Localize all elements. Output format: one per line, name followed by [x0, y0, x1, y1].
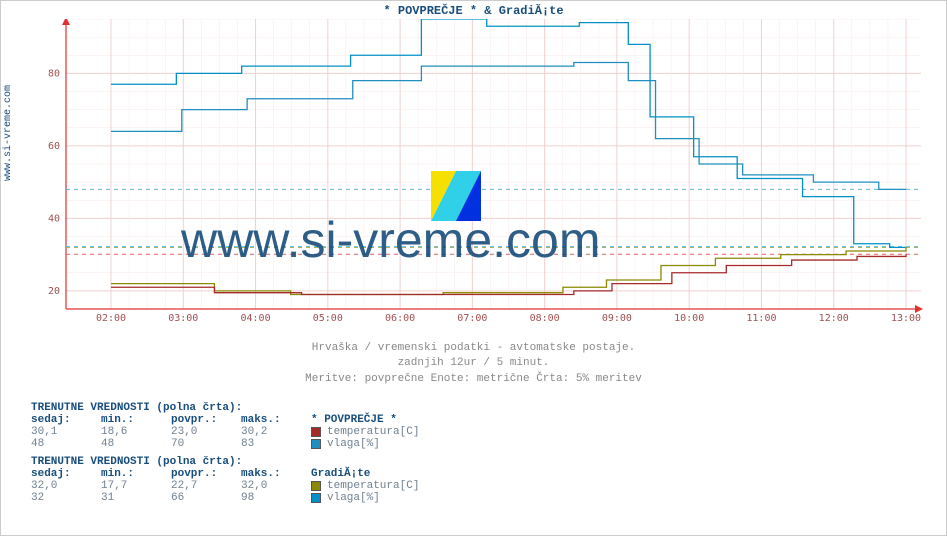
cell: 70	[171, 438, 241, 450]
chart-container: * POVPREČJE * & GradiĂ¡te www.si-vreme.c…	[0, 0, 947, 536]
cell: 66	[171, 492, 241, 504]
table-title: TRENUTNE VREDNOSTI (polna črta):	[31, 456, 631, 468]
col-header: min.:	[101, 414, 171, 426]
cell: 48	[101, 438, 171, 450]
col-header: sedaj:	[31, 468, 101, 480]
swatch-icon	[311, 427, 321, 437]
col-header: povpr.:	[171, 468, 241, 480]
series-label: vlaga[%]	[327, 438, 380, 450]
swatch-icon	[311, 481, 321, 491]
svg-text:12:00: 12:00	[819, 313, 849, 324]
subcap-l1: Hrvaška / vremenski podatki - avtomatske…	[1, 341, 946, 356]
watermark-text: www.si-vreme.com	[181, 211, 600, 269]
table-header-row: sedaj:min.:povpr.:maks.:GradiĂ¡te	[31, 468, 631, 480]
svg-text:20: 20	[48, 286, 60, 297]
table-header-row: sedaj:min.:povpr.:maks.:* POVPREČJE *	[31, 414, 631, 426]
svg-text:02:00: 02:00	[96, 313, 126, 324]
svg-text:03:00: 03:00	[168, 313, 198, 324]
cell: 17,7	[101, 480, 171, 492]
subcap-l2: zadnjih 12ur / 5 minut.	[1, 356, 946, 371]
svg-text:11:00: 11:00	[746, 313, 776, 324]
svg-text:60: 60	[48, 141, 60, 152]
subcaption: Hrvaška / vremenski podatki - avtomatske…	[1, 341, 946, 387]
cell: 30,1	[31, 426, 101, 438]
cell: 98	[241, 492, 311, 504]
series-legend: temperatura[C]	[311, 426, 511, 438]
col-header: maks.:	[241, 468, 311, 480]
col-header: sedaj:	[31, 414, 101, 426]
series-label: vlaga[%]	[327, 492, 380, 504]
svg-text:08:00: 08:00	[530, 313, 560, 324]
series-legend: vlaga[%]	[311, 492, 511, 504]
series-legend: vlaga[%]	[311, 438, 511, 450]
col-header: min.:	[101, 468, 171, 480]
table-row: 30,118,623,030,2 temperatura[C]	[31, 426, 631, 438]
series-label: temperatura[C]	[327, 426, 419, 438]
svg-text:40: 40	[48, 213, 60, 224]
svg-text:09:00: 09:00	[602, 313, 632, 324]
svg-text:07:00: 07:00	[457, 313, 487, 324]
svg-text:80: 80	[48, 68, 60, 79]
svg-text:04:00: 04:00	[240, 313, 270, 324]
value-tables: TRENUTNE VREDNOSTI (polna črta):sedaj:mi…	[31, 396, 631, 504]
cell: 32,0	[241, 480, 311, 492]
chart-title: * POVPREČJE * & GradiĂ¡te	[1, 1, 946, 18]
series-group: GradiĂ¡te	[311, 468, 471, 480]
col-header: povpr.:	[171, 414, 241, 426]
swatch-icon	[311, 439, 321, 449]
cell: 32	[31, 492, 101, 504]
cell: 48	[31, 438, 101, 450]
swatch-icon	[311, 493, 321, 503]
cell: 22,7	[171, 480, 241, 492]
table-row: 32,017,722,732,0temperatura[C]	[31, 480, 631, 492]
col-header: maks.:	[241, 414, 311, 426]
svg-text:05:00: 05:00	[313, 313, 343, 324]
table-row: 48487083vlaga[%]	[31, 438, 631, 450]
cell: 83	[241, 438, 311, 450]
series-label: temperatura[C]	[327, 480, 419, 492]
series-group: * POVPREČJE *	[311, 414, 471, 426]
subcap-l3: Meritve: povprečne Enote: metrične Črta:…	[1, 372, 946, 387]
cell: 31	[101, 492, 171, 504]
svg-text:06:00: 06:00	[385, 313, 415, 324]
svg-text:13:00: 13:00	[891, 313, 921, 324]
cell: 30,2	[241, 426, 311, 438]
table-row: 32316698 vlaga[%]	[31, 492, 631, 504]
cell: 23,0	[171, 426, 241, 438]
table-title: TRENUTNE VREDNOSTI (polna črta):	[31, 402, 631, 414]
y-axis-source-label: www.si-vreme.com	[3, 85, 14, 181]
cell: 18,6	[101, 426, 171, 438]
series-legend: temperatura[C]	[311, 480, 511, 492]
svg-text:10:00: 10:00	[674, 313, 704, 324]
chart-plot-area: 20 40 60 80 02:00 03:00 04:00 05:00 06:00 07:00 08…	[46, 19, 926, 324]
cell: 32,0	[31, 480, 101, 492]
